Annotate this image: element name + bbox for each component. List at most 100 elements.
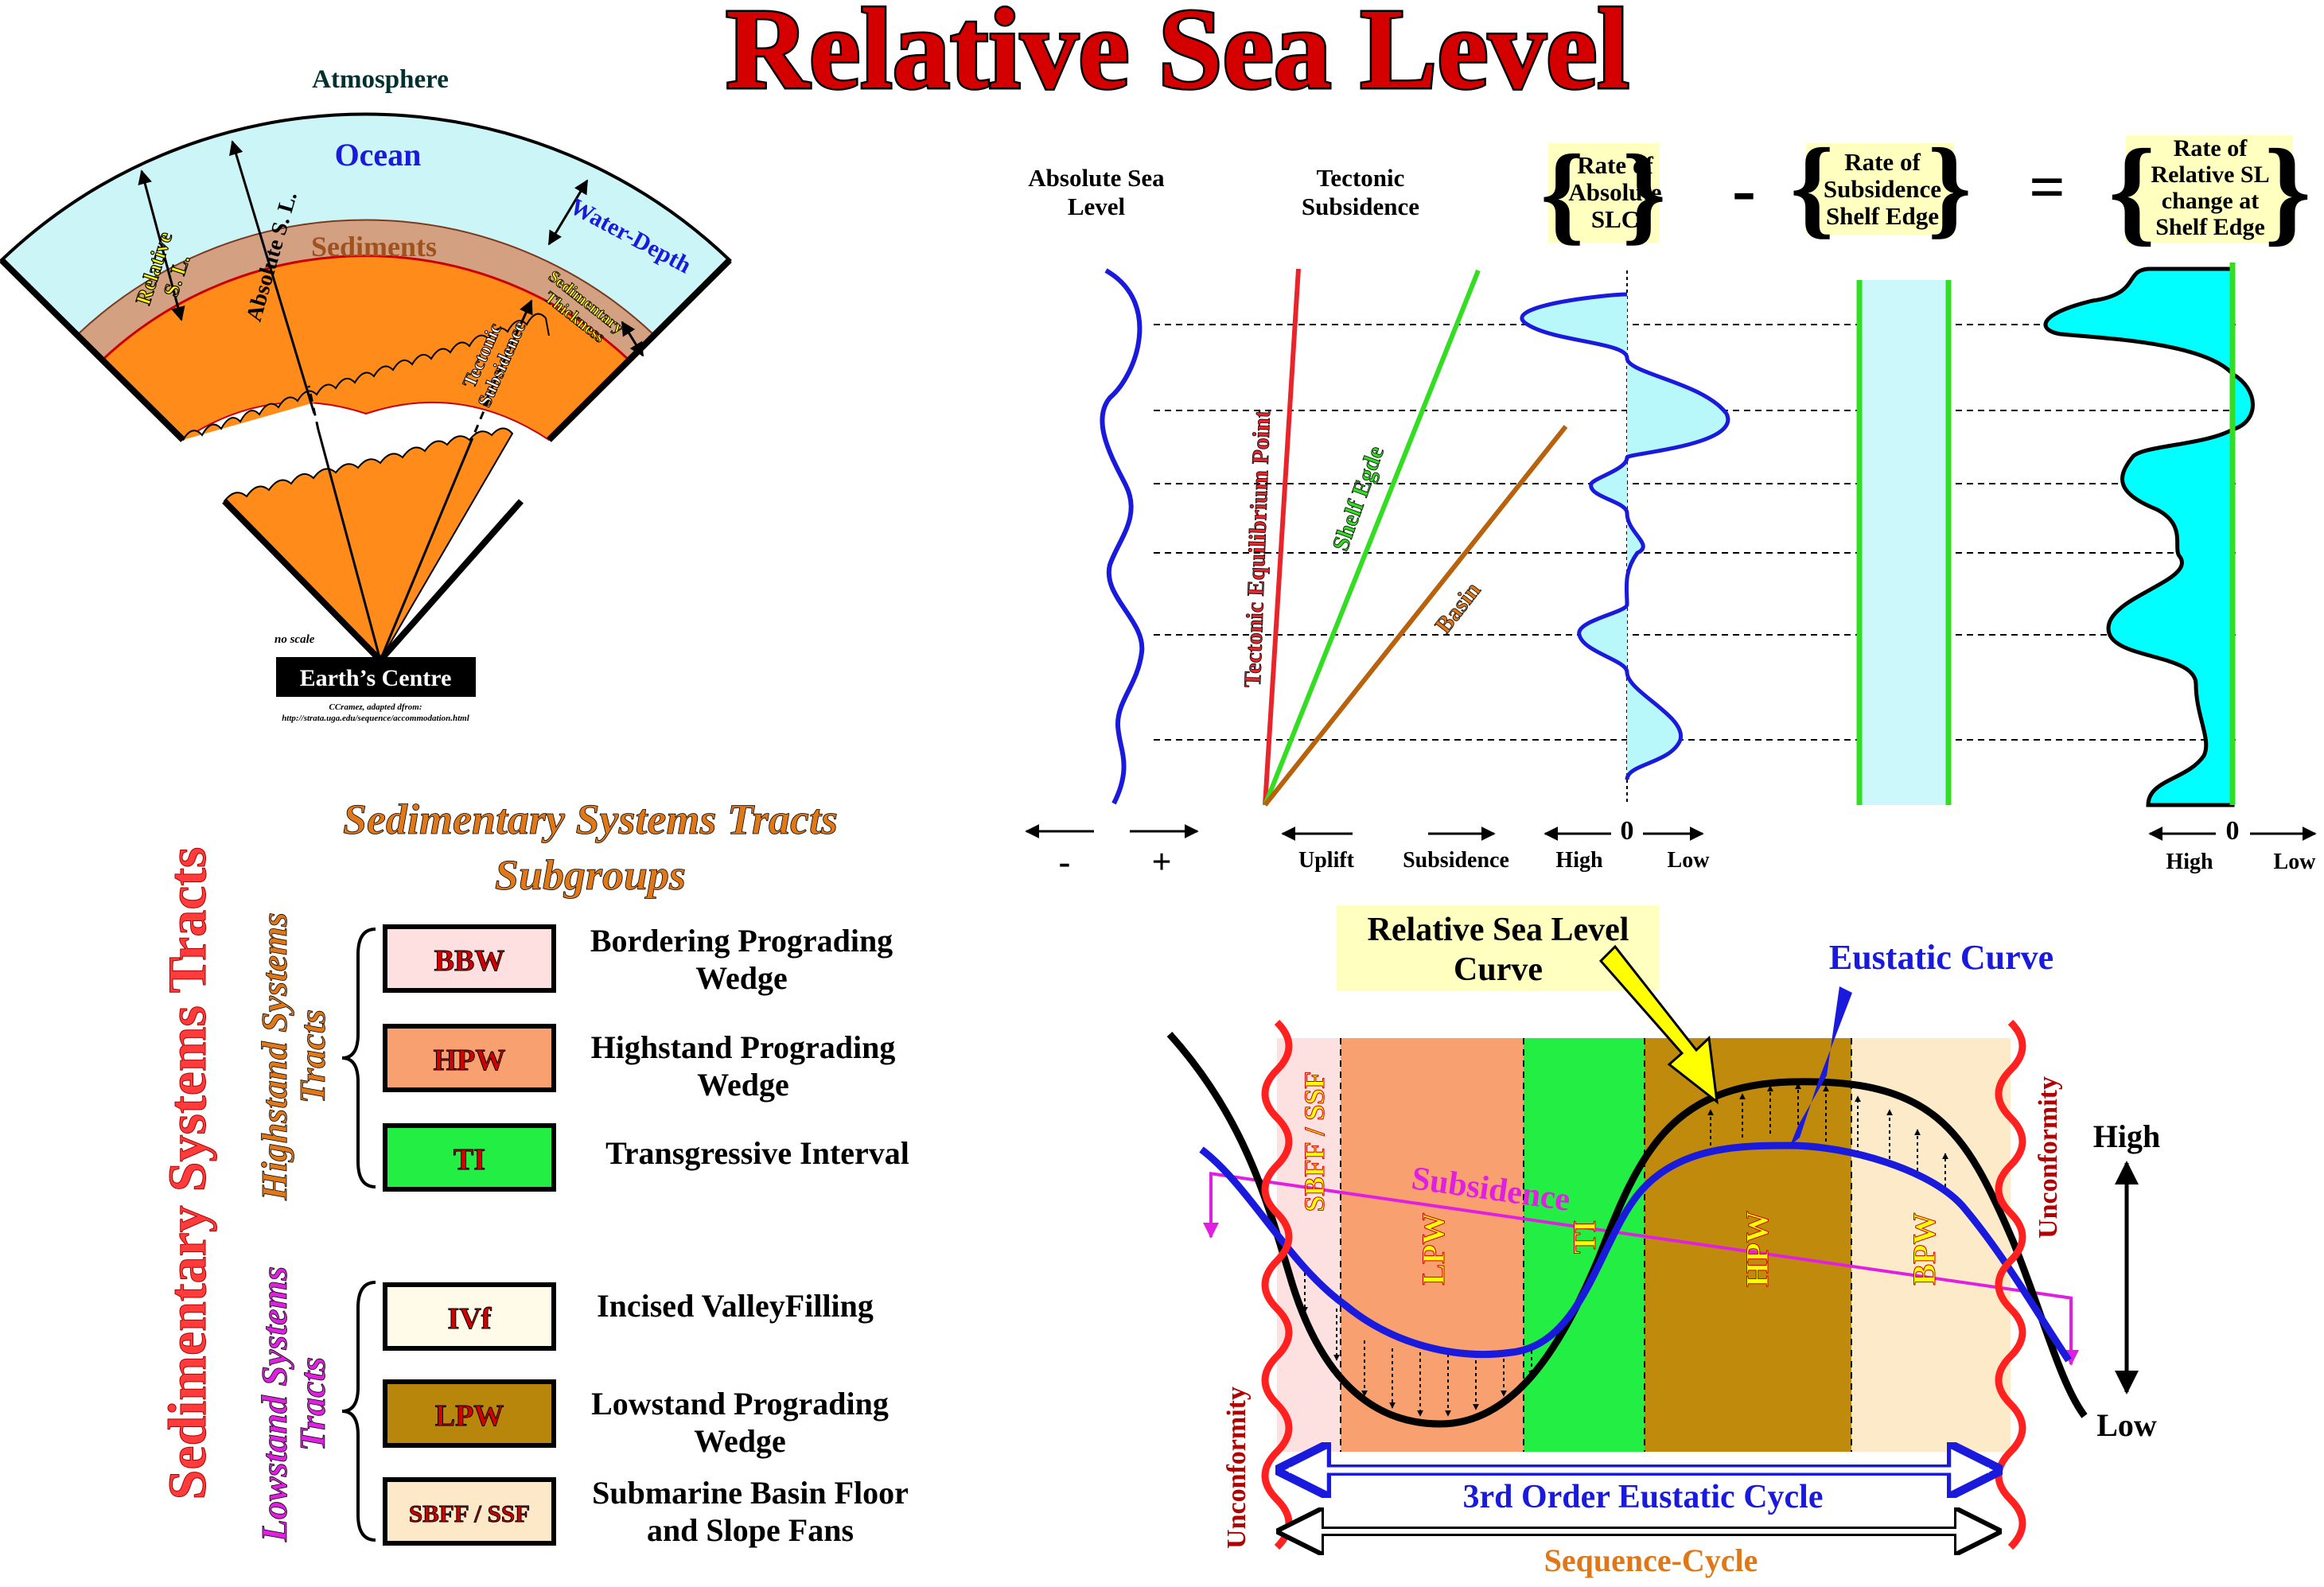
col5-title-2: Relative SL (2151, 161, 2269, 188)
axis-plus-label: + (1151, 842, 1171, 881)
eustatic-callout-line (1790, 986, 1852, 1146)
tract-item-hpw: HPW Highstand Prograding Wedge (383, 1024, 896, 1103)
col2-title-2: Subsidence (1302, 193, 1419, 220)
uplift-label: Uplift (1298, 848, 1355, 873)
highstand-brace (341, 928, 376, 1188)
atmosphere-label: Atmosphere (312, 65, 449, 94)
lowstand-brace (341, 1281, 376, 1542)
tract-code: LPW (435, 1399, 504, 1433)
sediments-label: Sediments (311, 231, 437, 263)
highstand-label-2: Tracts (292, 1009, 333, 1103)
rate-low-label: Low (1668, 848, 1711, 873)
zone-bpw (1851, 1038, 2011, 1452)
subgroups-title-2: Subgroups (495, 851, 686, 899)
unconformity-left-label: Unconformity (1222, 1387, 1252, 1549)
subgroups-title-1: Sedimentary Systems Tracts (343, 795, 838, 843)
sequence-cycle-label: Sequence-Cycle (1544, 1542, 1758, 1578)
zone-label-lpw: LPW (1415, 1212, 1451, 1285)
tract-desc: Lowstand Prograding (591, 1386, 889, 1422)
earth-centre-box (276, 657, 476, 697)
zone-hpw (1645, 1038, 1851, 1452)
water-depth-arrow (547, 179, 589, 246)
col4-title-3: Shelf Edge (1826, 202, 1939, 230)
rsl-callout-arrow (1598, 944, 1719, 1105)
col5-title-1: Rate of (2174, 135, 2248, 161)
subsidence-line (1209, 1172, 2073, 1300)
basin-line (1263, 425, 1568, 807)
rsl-label-box (1337, 905, 1659, 991)
col1-title-1: Absolute Sea (1028, 164, 1165, 192)
unconformity-right (1995, 1019, 2026, 1550)
tract-code: TI (454, 1143, 485, 1177)
tract-desc: Transgressive Interval (605, 1135, 909, 1171)
tract-desc: Submarine Basin Floor (592, 1475, 909, 1511)
col3-title-3: SLC (1591, 205, 1639, 233)
tract-item-ti: TI Transgressive Interval (383, 1123, 909, 1192)
rsl-curve-label-2: Curve (1454, 951, 1543, 988)
rate-absolute-slc-curve (1521, 294, 1728, 780)
svg-text:}: } (1622, 132, 1666, 255)
highstand-label-1: Highstand Systems (254, 912, 294, 1201)
rel-high-label: High (2166, 850, 2213, 874)
zone-label-bpw: BPW (1906, 1212, 1942, 1285)
zone-lpw (1341, 1038, 1524, 1452)
core-wedge (223, 427, 514, 662)
zone-label-ti: TI (1567, 1220, 1602, 1254)
absolute-sl-arrow (229, 140, 316, 414)
col2-title-1: Tectonic (1317, 164, 1405, 192)
axis-minus-label: - (1059, 842, 1071, 881)
col4-title-box (1806, 143, 1954, 235)
lowstand-label-1: Lowstand Systems (254, 1266, 294, 1542)
cycle-panel: SBFF / SSF LPW TI HPW BPW Subsidence Rel… (1166, 905, 2160, 1578)
svg-text:{: { (1790, 126, 1834, 249)
col5-title-4: Shelf Edge (2155, 214, 2265, 240)
rsl-difference-arrows (1302, 1083, 1948, 1417)
credit-line-1: CCramez, adapted dfrom: (329, 702, 422, 712)
lowstand-label-2: Tracts (292, 1357, 333, 1451)
cycle-low-label: Low (2096, 1407, 2157, 1443)
tract-desc: Wedge (695, 960, 788, 996)
tract-item-sbff: SBFF / SSF Submarine Basin Floor and Slo… (383, 1475, 909, 1548)
rate-panel: Absolute Sea Level Tectonic Subsidence {… (1025, 125, 2317, 881)
sed-thickness-arrow (621, 321, 644, 357)
eustatic-cycle-label: 3rd Order Eustatic Cycle (1463, 1479, 1824, 1515)
tract-desc: and Slope Fans (647, 1512, 854, 1548)
tract-item-ivf: IVf Incised ValleyFilling (383, 1282, 874, 1351)
unconformity-right-label: Unconformity (2034, 1076, 2063, 1239)
col5-title-3: change at (2162, 188, 2260, 214)
tract-desc: Incised ValleyFilling (597, 1288, 874, 1324)
svg-text:}: } (1928, 126, 1972, 249)
rate-relative-slc-area (2043, 266, 2255, 807)
tectonic-eq-label: Tectonic Equilibrium Point (1240, 410, 1275, 688)
rate-zero-label: 0 (1621, 816, 1634, 846)
rel-zero-label: 0 (2226, 816, 2240, 846)
col5-title-box (2126, 135, 2293, 243)
tectonic-eq-line (1263, 268, 1301, 806)
cycle-high-label: High (2093, 1118, 2160, 1154)
tract-item-bbw: BBW Bordering Prograding Wedge (383, 923, 893, 996)
tract-desc: Bordering Prograding (590, 923, 893, 959)
minus-sign: - (1732, 150, 1756, 229)
col4-title-1: Rate of (1844, 148, 1921, 176)
zone-label-sbff: SBFF / SSF (1298, 1072, 1330, 1212)
tract-code: BBW (434, 944, 505, 978)
shelf-edge-line (1263, 269, 1481, 807)
crust-break-upper (182, 313, 550, 441)
subsidence-axis-label: Subsidence (1403, 848, 1509, 873)
svg-text:}: } (2264, 125, 2311, 257)
tract-code: IVf (448, 1302, 492, 1336)
svg-text:{: { (1540, 132, 1584, 255)
tract-desc: Highstand Prograding (591, 1029, 896, 1065)
col3-title-2: Absolute (1568, 178, 1661, 206)
tract-desc: Wedge (694, 1423, 786, 1459)
zone-ti (1524, 1038, 1645, 1452)
credit-line-2: http://strata.uga.edu/sequence/accommoda… (282, 714, 470, 723)
unconformity-left (1261, 1019, 1293, 1550)
col1-title-2: Level (1068, 193, 1126, 220)
shelf-edge-label: Shelf Egde (1327, 442, 1389, 554)
tract-desc: Wedge (697, 1067, 789, 1103)
rel-low-label: Low (2274, 850, 2317, 874)
tracts-panel: Sedimentary Systems Tracts Sedimentary S… (157, 795, 909, 1548)
no-scale-label: no scale (274, 633, 315, 646)
